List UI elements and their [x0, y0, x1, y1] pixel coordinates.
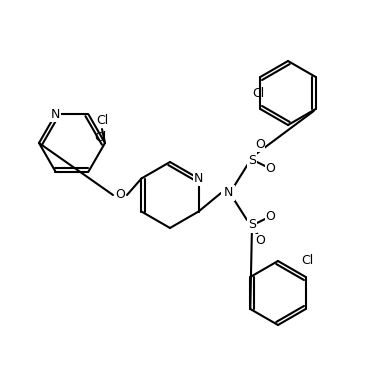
Text: S: S — [248, 218, 256, 232]
Text: N: N — [194, 172, 203, 185]
Text: S: S — [248, 154, 256, 166]
Text: O: O — [265, 161, 275, 175]
Text: O: O — [265, 211, 275, 223]
Text: Cl: Cl — [252, 87, 265, 100]
Text: N: N — [223, 187, 233, 199]
Text: Cl: Cl — [94, 131, 106, 144]
Text: O: O — [255, 234, 265, 246]
Text: O: O — [115, 189, 125, 201]
Text: O: O — [255, 139, 265, 151]
Text: Cl: Cl — [96, 114, 108, 128]
Text: Cl: Cl — [302, 254, 314, 267]
Text: N: N — [51, 108, 60, 121]
